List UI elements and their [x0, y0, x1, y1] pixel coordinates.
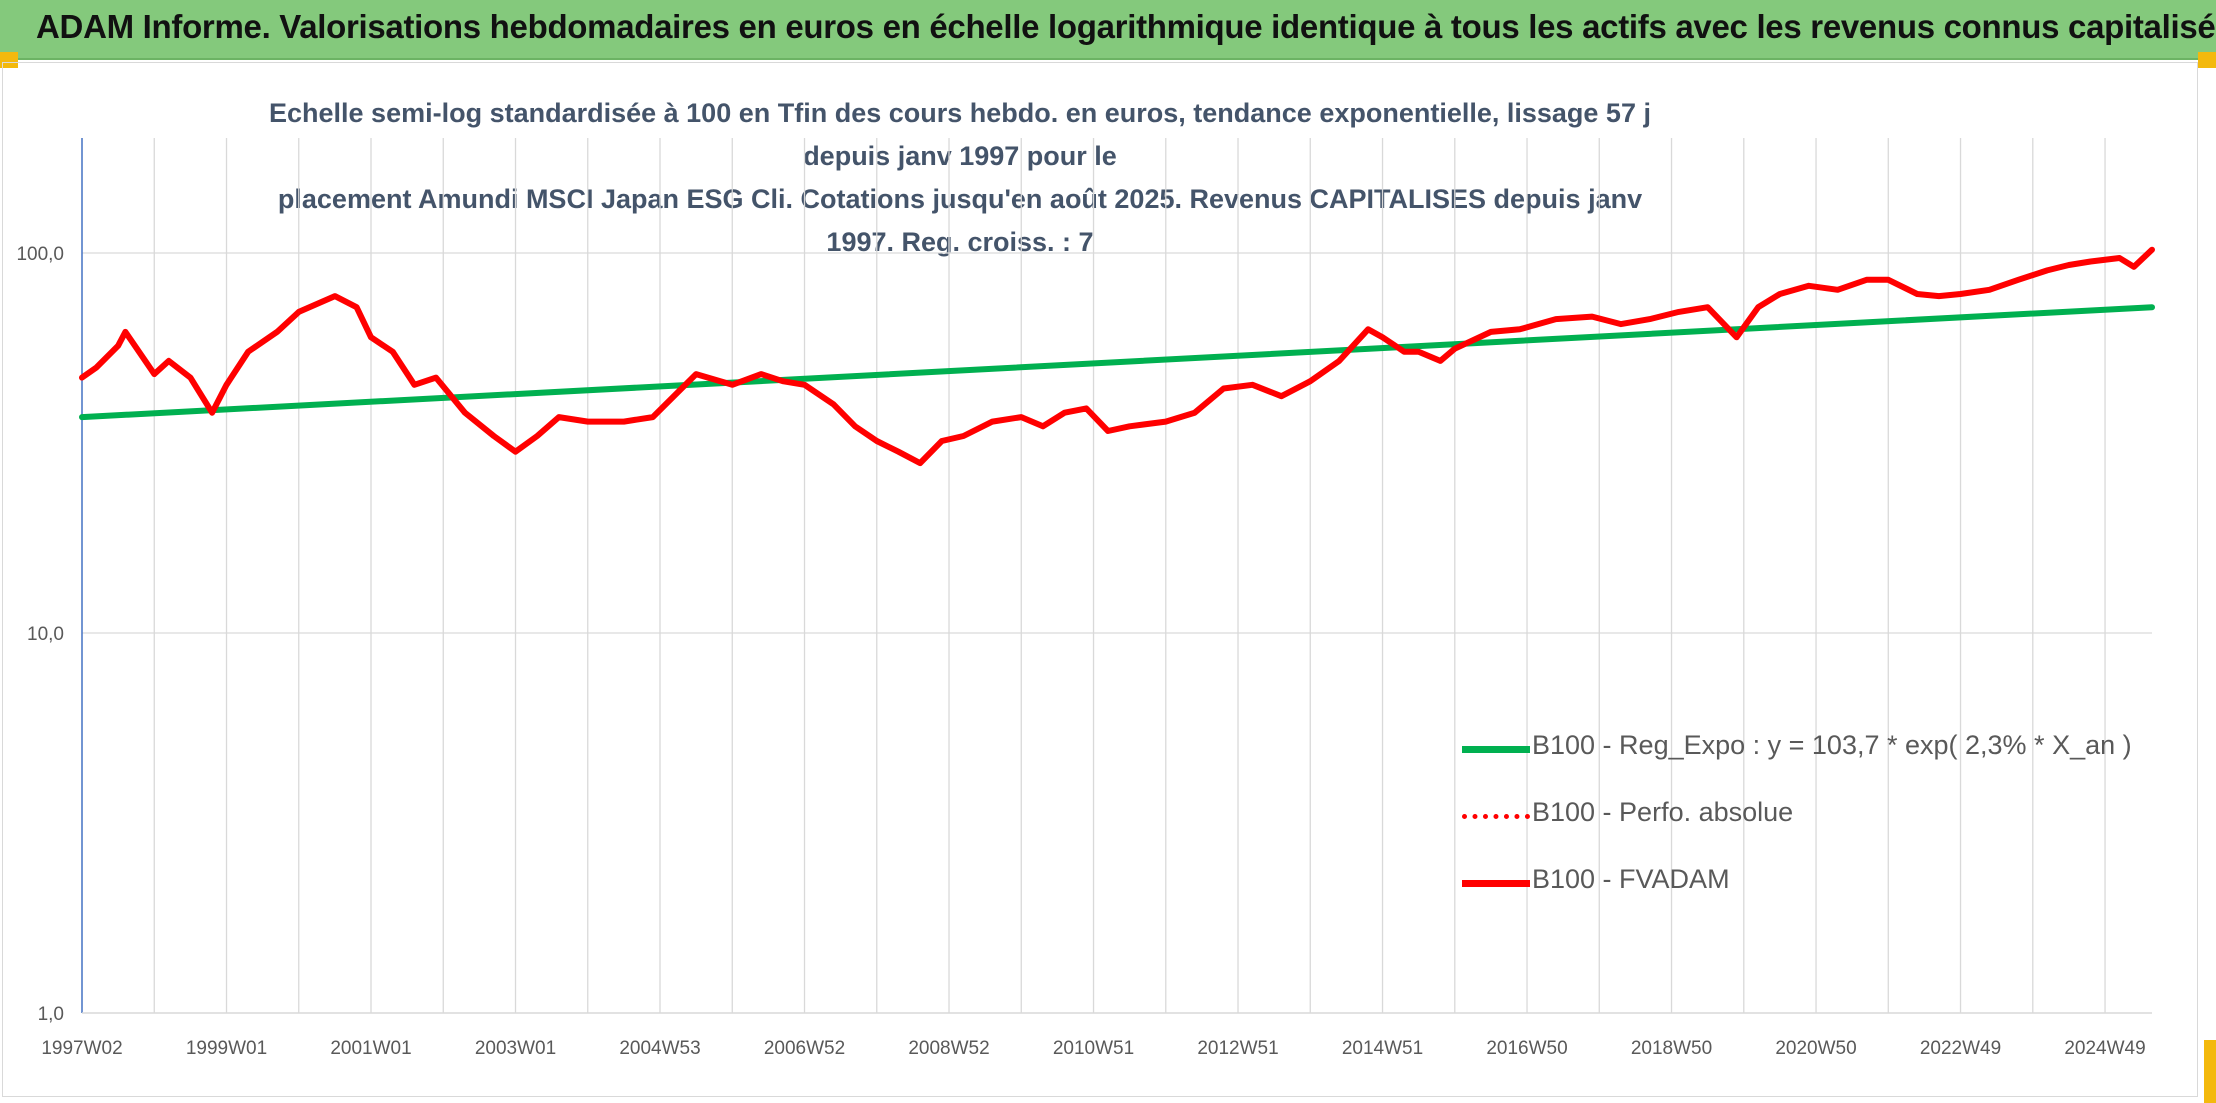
- x-tick-label: 2003W01: [475, 1038, 556, 1059]
- series-regression-line: [79, 304, 2155, 421]
- y-tick-label: 10,0: [27, 624, 64, 645]
- x-tick-label: 2024W49: [2064, 1038, 2145, 1059]
- x-tick-label: 2008W52: [908, 1038, 989, 1059]
- legend-label-fvadam: B100 - FVADAM: [1532, 864, 1730, 894]
- series-lines: [79, 246, 2155, 467]
- grid-lines: [82, 138, 2152, 1013]
- legend-label-regression: B100 - Reg_Expo : y = 103,7 * exp( 2,3% …: [1532, 730, 2132, 760]
- series-fvadam-line: [79, 246, 2155, 467]
- chart-subtitle-line-2: placement Amundi MSCI Japan ESG Cli. Cot…: [277, 184, 1643, 257]
- x-tick-label: 2016W50: [1486, 1038, 1567, 1059]
- x-tick-label: 2022W49: [1920, 1038, 2001, 1059]
- corner-mark-bottom-right: [2204, 1040, 2216, 1103]
- x-tick-label: 2010W51: [1053, 1038, 1134, 1059]
- x-tick-label: 2004W53: [619, 1038, 700, 1059]
- banner-title: ADAM Informe. Valorisations hebdomadaire…: [36, 8, 2216, 45]
- x-tick-label: 2012W51: [1197, 1038, 1278, 1059]
- legend-swatch-perfo-absolue: [1462, 814, 1530, 819]
- x-tick-label: 1997W02: [41, 1038, 122, 1059]
- legend-swatch-regression: [1462, 746, 1530, 753]
- corner-mark-left: [0, 52, 18, 68]
- x-tick-label: 1999W01: [186, 1038, 267, 1059]
- legend-swatch-fvadam: [1462, 880, 1530, 887]
- x-tick-label: 2001W01: [330, 1038, 411, 1059]
- tick-labels: 1,0 10,0 100,0 1997W02 1999W01 2001W01 2003W01…: [16, 244, 2145, 1059]
- corner-mark-right: [2198, 52, 2216, 68]
- y-tick-label: 1,0: [38, 1004, 64, 1025]
- chart-frame: [2, 62, 2198, 1097]
- axes: [81, 138, 2152, 1014]
- chart-subtitle-line-1: Echelle semi-log standardisée à 100 en T…: [269, 98, 1651, 171]
- x-tick-label: 2020W50: [1775, 1038, 1856, 1059]
- chart-subtitle: Echelle semi-log standardisée à 100 en T…: [260, 92, 1660, 264]
- x-tick-label: 2018W50: [1631, 1038, 1712, 1059]
- x-tick-label: 2006W52: [764, 1038, 845, 1059]
- legend-label-perfo-absolue: B100 - Perfo. absolue: [1532, 797, 1794, 827]
- y-tick-label: 100,0: [16, 244, 64, 265]
- x-tick-label: 2014W51: [1342, 1038, 1423, 1059]
- title-banner: ADAM Informe. Valorisations hebdomadaire…: [0, 0, 2216, 60]
